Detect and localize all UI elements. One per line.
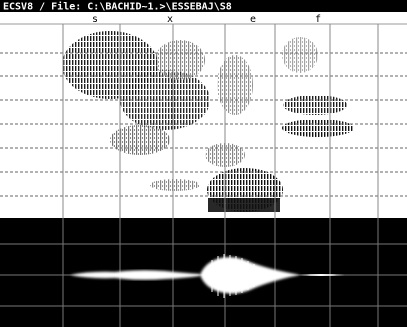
segment-label: e (250, 14, 256, 25)
segment-label: s (92, 14, 98, 25)
waveform (70, 257, 345, 294)
waveform-detail (211, 254, 255, 298)
segment-label: x (167, 14, 173, 25)
segment-label: f (315, 14, 321, 25)
title-bar (0, 0, 407, 12)
grid-upper (0, 52, 407, 197)
spectrogram (62, 31, 354, 212)
window-title: ECSV8 / File: C:\BACHID~1.>\ESSEBAJ\S8 (3, 1, 232, 13)
